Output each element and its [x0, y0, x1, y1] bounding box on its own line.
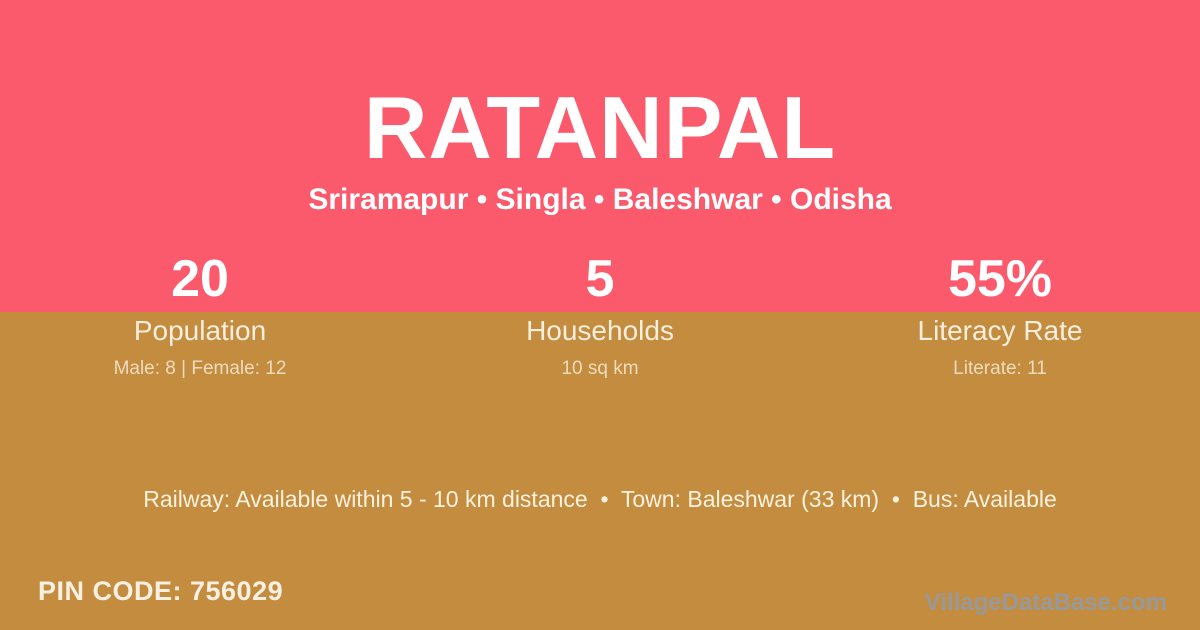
- literacy-value: 55%: [947, 250, 1053, 308]
- households-value: 5: [585, 250, 615, 308]
- population-value: 20: [171, 250, 229, 308]
- households-label: Households: [526, 315, 674, 346]
- transport-info-line: Railway: Available within 5 - 10 km dist…: [143, 486, 1057, 512]
- population-label: Population: [133, 315, 267, 346]
- stat-households: 5 Households 10 sq km: [400, 252, 800, 380]
- literacy-label: Literacy Rate: [917, 315, 1083, 346]
- village-title: RATANPAL: [363, 78, 837, 177]
- site-watermark: VillageDataBase.com: [924, 589, 1167, 616]
- stat-population: 20 Population Male: 8 | Female: 12: [0, 252, 400, 380]
- population-detail: Male: 8 | Female: 12: [113, 358, 287, 379]
- location-breadcrumb: Sriramapur • Singla • Baleshwar • Odisha: [308, 183, 892, 216]
- stat-literacy: 55% Literacy Rate Literate: 11: [800, 252, 1200, 380]
- literacy-detail: Literate: 11: [953, 358, 1047, 379]
- pin-code: PIN CODE: 756029: [38, 576, 284, 606]
- households-detail: 10 sq km: [561, 358, 639, 379]
- hero-band: RATANPAL Sriramapur • Singla • Baleshwar…: [0, 0, 1200, 312]
- stats-row: 20 Population Male: 8 | Female: 12 5 Hou…: [0, 252, 1200, 380]
